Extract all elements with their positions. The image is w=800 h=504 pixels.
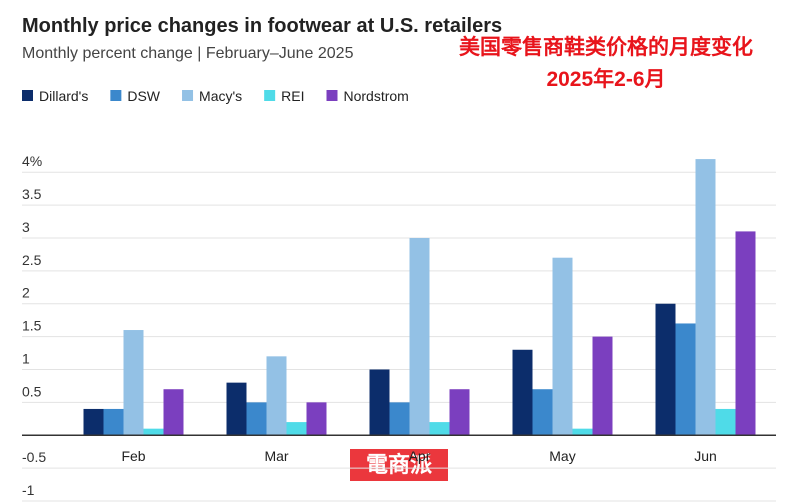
x-tick-label: May xyxy=(549,448,575,464)
bar xyxy=(143,428,164,436)
y-tick-label: -1 xyxy=(22,482,35,498)
annotation: 美国零售商鞋类价格的月度变化 xyxy=(459,35,753,59)
chart-subtitle: Monthly percent change | February–June 2… xyxy=(22,45,354,62)
legend-swatch xyxy=(326,90,338,101)
watermark-box xyxy=(350,449,448,481)
bar xyxy=(266,356,287,436)
y-tick-label: 3.5 xyxy=(22,186,42,202)
x-tick-label: Apr xyxy=(409,448,431,464)
bar xyxy=(306,402,327,436)
x-tick-label: Feb xyxy=(121,448,145,464)
legend-swatch xyxy=(182,90,194,101)
legend-label: Nordstrom xyxy=(344,88,409,104)
bar xyxy=(552,257,573,436)
x-tick-label: Jun xyxy=(694,448,717,464)
y-tick-label: -0.5 xyxy=(22,449,46,465)
y-tick-label: 3 xyxy=(22,219,30,235)
y-tick-label: 2 xyxy=(22,285,30,301)
x-tick-label: Mar xyxy=(264,448,288,464)
bar xyxy=(409,237,430,436)
y-tick-label: 0.5 xyxy=(22,383,42,399)
bar xyxy=(123,330,144,436)
bar xyxy=(675,323,696,436)
bar xyxy=(429,422,450,436)
bar xyxy=(655,303,676,436)
y-tick-label: 4% xyxy=(22,153,42,169)
bar xyxy=(592,336,613,436)
y-tick-label: 1.5 xyxy=(22,318,42,334)
bar xyxy=(735,231,756,436)
bar xyxy=(163,389,184,436)
bar xyxy=(286,422,307,436)
legend-swatch xyxy=(110,90,122,101)
chart-title: Monthly price changes in footwear at U.S… xyxy=(22,15,502,37)
bar xyxy=(532,389,553,436)
y-tick-label: 1 xyxy=(22,350,30,366)
legend-swatch xyxy=(22,90,33,101)
bar xyxy=(695,159,716,436)
y-tick-label: 2.5 xyxy=(22,252,42,268)
legend-label: DSW xyxy=(127,88,160,104)
bar xyxy=(572,428,593,436)
bar xyxy=(103,408,124,436)
bar xyxy=(226,382,247,436)
legend-label: Macy's xyxy=(199,88,242,104)
bar xyxy=(715,408,736,436)
bar xyxy=(449,389,470,436)
legend-swatch xyxy=(264,90,276,101)
annotation: 電商派 xyxy=(366,452,432,477)
legend-label: REI xyxy=(281,88,304,104)
annotation: 2025年2-6月 xyxy=(546,67,665,91)
legend-label: Dillard's xyxy=(39,88,88,104)
bar xyxy=(512,349,533,436)
bar xyxy=(369,369,390,436)
bar xyxy=(83,408,104,436)
bar xyxy=(246,402,267,436)
bar xyxy=(389,402,410,436)
